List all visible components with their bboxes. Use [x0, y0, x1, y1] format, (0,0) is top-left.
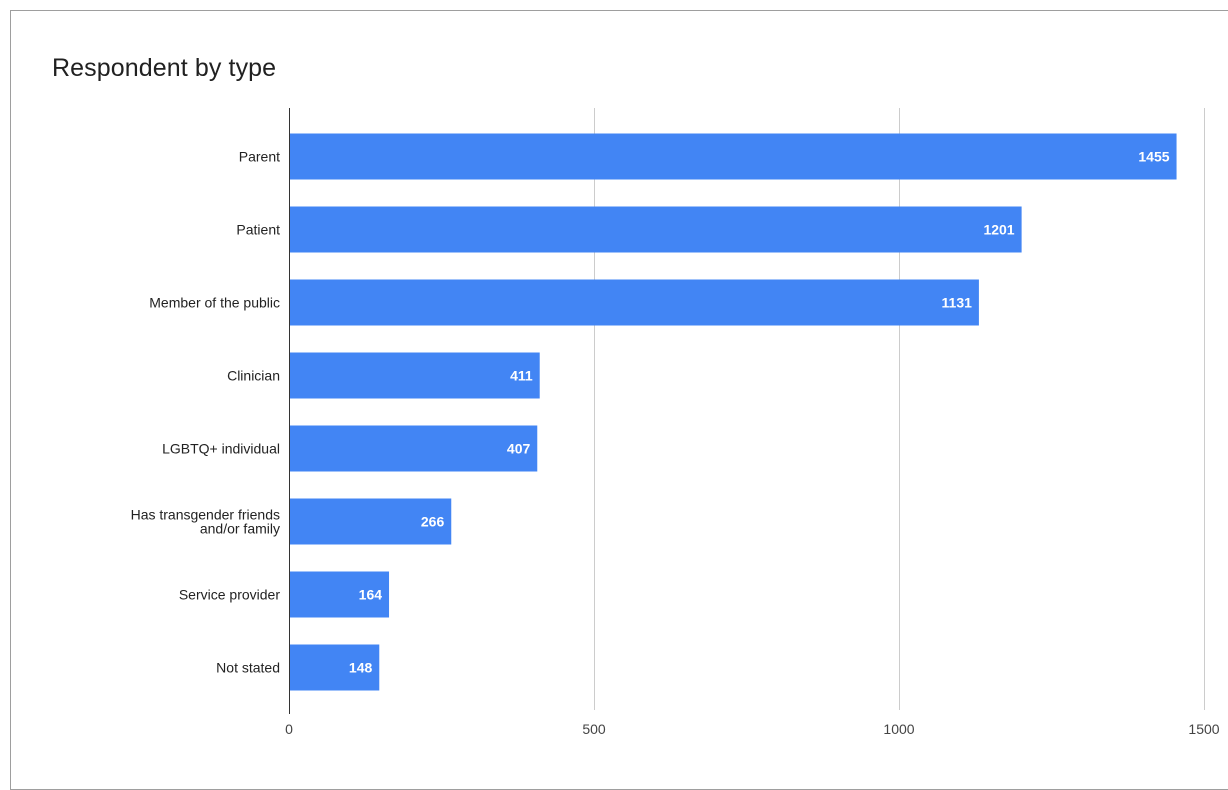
x-tick-label: 1000	[883, 721, 914, 737]
x-tick-label: 1500	[1188, 721, 1219, 737]
bar	[289, 279, 979, 326]
data-label: 266	[421, 514, 445, 530]
bar	[289, 571, 390, 618]
bar-chart: Parent 1455 Patient 1201 Member of the publi…	[131, 108, 1220, 737]
category-label: Not stated	[216, 660, 280, 676]
category-label: Clinician	[227, 368, 280, 384]
data-label: 1131	[942, 295, 973, 311]
chart-title: Respondent by type	[52, 54, 277, 82]
bar	[289, 133, 1177, 180]
bar	[289, 644, 380, 691]
category-label: Parent	[239, 149, 280, 165]
category-label: Member of the public	[149, 295, 280, 311]
data-label: 407	[507, 441, 531, 457]
category-label: Patient	[236, 222, 280, 238]
data-label: 1455	[1138, 149, 1169, 165]
data-label: 148	[349, 660, 373, 676]
data-label: 411	[510, 368, 533, 384]
x-tick-label: 500	[582, 721, 606, 737]
bar	[289, 206, 1022, 253]
data-label: 164	[359, 587, 383, 603]
bar	[289, 498, 452, 545]
category-label: Service provider	[179, 587, 280, 603]
bar	[289, 425, 538, 472]
data-label: 1201	[983, 222, 1014, 238]
x-tick-label: 0	[285, 721, 293, 737]
bar	[289, 352, 540, 399]
category-label: Has transgender friends and/or family	[131, 507, 280, 537]
category-label: LGBTQ+ individual	[162, 441, 280, 457]
